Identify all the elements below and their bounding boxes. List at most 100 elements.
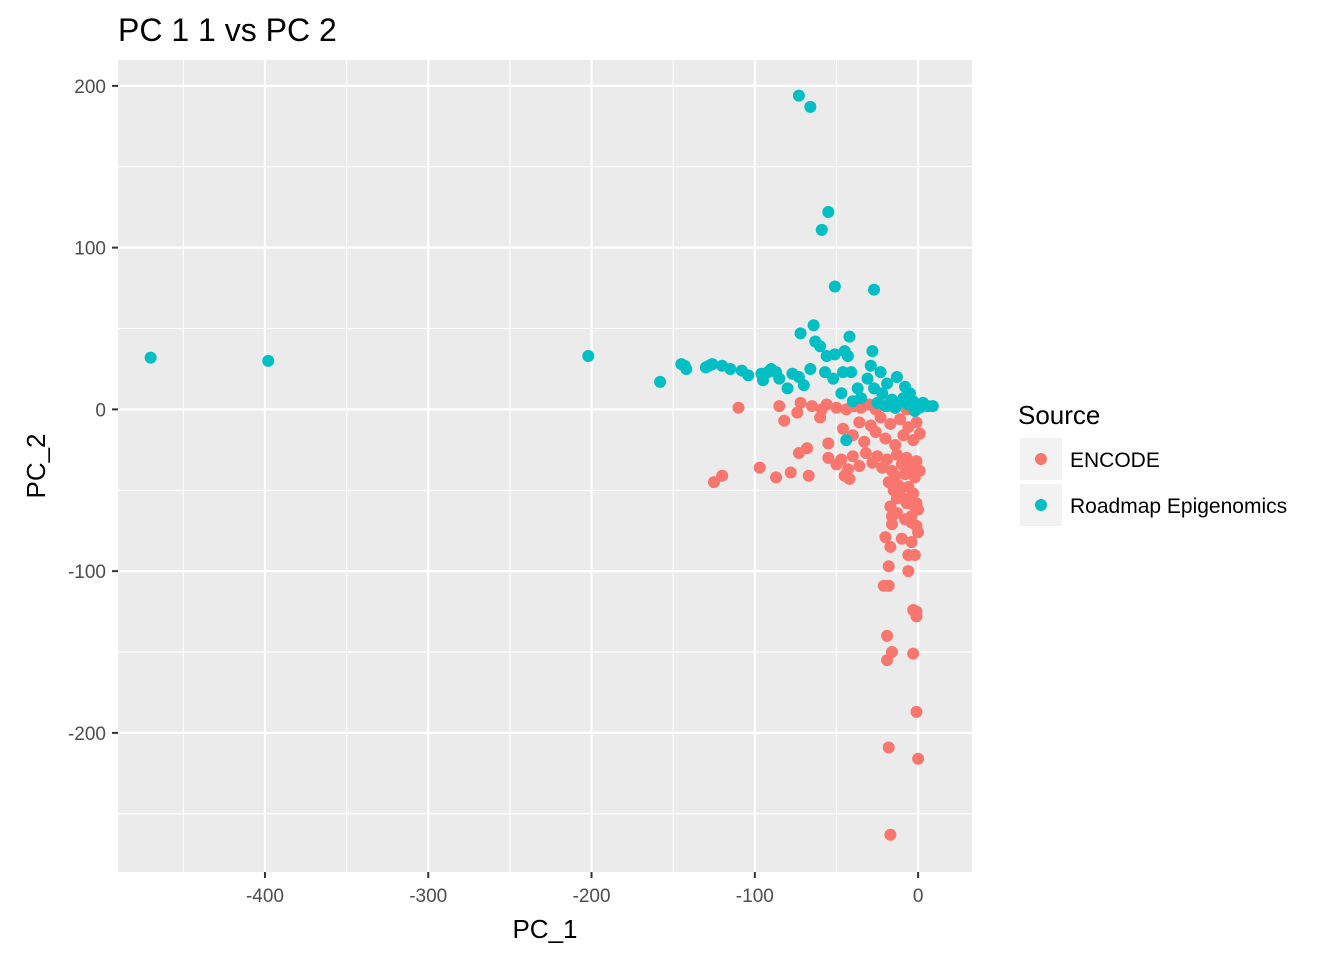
encode-point [820, 398, 833, 411]
legend-label-roadmap-epigenomics: Roadmap Epigenomics [1070, 495, 1287, 518]
roadmap-epigenomics-point [144, 351, 157, 364]
encode-point [835, 453, 848, 466]
encode-point [894, 482, 907, 495]
roadmap-epigenomics-point [773, 372, 786, 385]
encode-point [900, 497, 913, 510]
encode-point [853, 416, 866, 429]
roadmap-epigenomics-point [262, 354, 275, 367]
encode-point [837, 422, 850, 435]
encode-point [846, 450, 859, 463]
encode-point [869, 426, 882, 439]
roadmap-epigenomics-point [868, 283, 881, 296]
chart-title: PC 1 1 vs PC 2 [118, 12, 337, 48]
encode-point [881, 629, 894, 642]
roadmap-epigenomics-point [724, 362, 737, 375]
encode-point [912, 526, 925, 539]
encode-point [859, 447, 872, 460]
x-tick-label: 0 [913, 886, 924, 907]
roadmap-epigenomics-point [794, 327, 807, 340]
encode-point [889, 438, 902, 451]
encode-point [879, 531, 892, 544]
roadmap-epigenomics-point [781, 382, 794, 395]
encode-point [871, 450, 884, 463]
encode-point [830, 401, 843, 414]
encode-point [885, 510, 898, 523]
encode-point [753, 461, 766, 474]
x-axis-title: PC_1 [512, 914, 577, 944]
encode-point [905, 516, 918, 529]
roadmap-epigenomics-point [874, 366, 887, 379]
x-tick-label: -100 [736, 886, 774, 907]
legend-items: ENCODE Roadmap Epigenomics [1020, 438, 1287, 526]
roadmap-epigenomics-point [680, 362, 693, 375]
encode-point [843, 472, 856, 485]
roadmap-epigenomics-point [807, 319, 820, 332]
roadmap-epigenomics-point [851, 382, 864, 395]
roadmap-epigenomics-point [846, 395, 859, 408]
y-tick-label: 100 [74, 239, 106, 260]
y-tick-label: 0 [95, 400, 106, 421]
x-tick-label: -400 [246, 886, 284, 907]
legend-swatch-roadmap-epigenomics [1035, 499, 1047, 511]
encode-point [708, 476, 721, 489]
x-tick-label: -300 [409, 886, 447, 907]
encode-point [858, 435, 871, 448]
legend-swatch-encode [1035, 453, 1047, 465]
roadmap-epigenomics-point [841, 350, 854, 363]
roadmap-epigenomics-point [828, 280, 841, 293]
encode-point [895, 532, 908, 545]
encode-point [900, 451, 913, 464]
roadmap-epigenomics-point [742, 369, 755, 382]
y-tick-label: -100 [68, 562, 106, 583]
roadmap-epigenomics-point [889, 401, 902, 414]
roadmap-epigenomics-point [835, 387, 848, 400]
roadmap-epigenomics-point [822, 206, 835, 219]
y-tick-label: 200 [74, 77, 106, 98]
encode-point [770, 471, 783, 484]
encode-point [910, 416, 923, 429]
encode-point [778, 414, 791, 427]
roadmap-epigenomics-point [828, 348, 841, 361]
encode-point [890, 492, 903, 505]
encode-point [894, 413, 907, 426]
encode-point [874, 411, 887, 424]
encode-point [822, 437, 835, 450]
encode-point [902, 548, 915, 561]
roadmap-epigenomics-point [908, 405, 921, 418]
encode-point [732, 401, 745, 414]
roadmap-epigenomics-point [876, 387, 889, 400]
roadmap-epigenomics-point [890, 371, 903, 384]
roadmap-epigenomics-point [814, 340, 827, 353]
data-points [144, 89, 939, 841]
roadmap-epigenomics-point [866, 345, 879, 358]
encode-point [716, 469, 729, 482]
roadmap-epigenomics-point [861, 372, 874, 385]
x-axis: -400 -300 -200 -100 0 [246, 872, 923, 907]
roadmap-epigenomics-point [881, 377, 894, 390]
encode-point [881, 654, 894, 667]
encode-point [905, 536, 918, 549]
y-tick-label: -200 [68, 724, 106, 745]
encode-point [802, 469, 815, 482]
encode-point [882, 579, 895, 592]
roadmap-epigenomics-point [926, 400, 939, 413]
encode-point [773, 400, 786, 413]
encode-point [791, 406, 804, 419]
legend-title: Source [1018, 400, 1100, 430]
encode-point [907, 647, 920, 660]
y-axis-title: PC_2 [21, 433, 51, 498]
roadmap-epigenomics-point [827, 372, 840, 385]
roadmap-epigenomics-point [582, 350, 595, 363]
encode-point [884, 540, 897, 553]
y-axis: 200 100 0 -100 -200 [68, 77, 118, 745]
roadmap-epigenomics-point [804, 100, 817, 113]
encode-point [884, 828, 897, 841]
x-tick-label: -200 [573, 886, 611, 907]
roadmap-epigenomics-point [845, 366, 858, 379]
encode-point [890, 448, 903, 461]
encode-point [805, 400, 818, 413]
encode-point [853, 460, 866, 472]
roadmap-epigenomics-point [864, 359, 877, 372]
roadmap-epigenomics-point [792, 89, 805, 102]
encode-point [882, 560, 895, 573]
